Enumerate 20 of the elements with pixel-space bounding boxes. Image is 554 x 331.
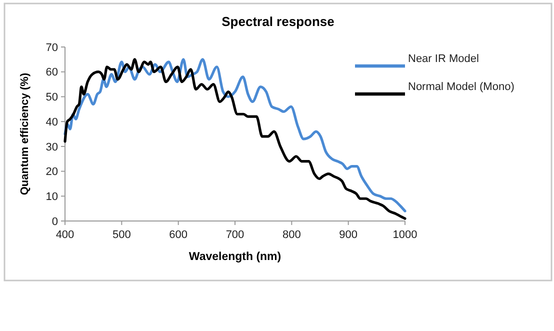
- y-tick-label: 40: [46, 116, 58, 128]
- legend-label: Normal Model (Mono): [408, 81, 514, 93]
- y-tick-label: 30: [46, 141, 58, 154]
- x-axis-title: Wavelength (nm): [188, 251, 282, 263]
- x-tick-label: 700: [226, 229, 244, 241]
- x-tick-label: 900: [339, 229, 358, 241]
- y-tick-label: 0: [52, 216, 58, 228]
- y-tick-label: 70: [46, 42, 58, 54]
- y-tick-label: 60: [46, 66, 58, 79]
- legend-label: Near IR Model: [408, 53, 479, 65]
- y-tick-label: 10: [46, 190, 58, 203]
- x-tick-label: 1000: [392, 229, 418, 241]
- y-axis-title: Quantum efficiency (%): [19, 72, 31, 196]
- x-tick-label: 400: [56, 229, 74, 241]
- y-tick-label: 50: [46, 92, 58, 104]
- x-tick-label: 600: [169, 229, 188, 241]
- chart-title: Spectral response: [222, 14, 334, 29]
- y-tick-label: 20: [46, 166, 58, 178]
- x-tick-label: 800: [282, 229, 301, 241]
- x-tick-label: 500: [112, 229, 131, 241]
